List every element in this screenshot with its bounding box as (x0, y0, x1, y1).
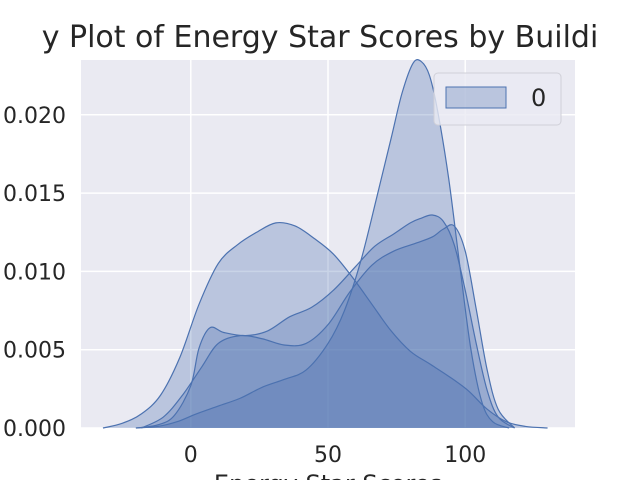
legend-swatch (445, 86, 507, 109)
density-area-1 (135, 214, 515, 428)
legend-entry-label: 0 (531, 84, 546, 112)
density-line-0 (102, 221, 548, 429)
density-area-3 (135, 59, 510, 428)
legend-frame (433, 72, 562, 126)
density-series-layer (102, 59, 548, 429)
density-line-3 (135, 59, 510, 429)
y-tick-label: 0.015 (3, 182, 66, 207)
legend: 0 (433, 72, 562, 126)
y-tick-label: 0.005 (3, 339, 66, 364)
x-axis-ticks: 0 50 100 (184, 443, 486, 468)
y-tick-label: 0.020 (3, 104, 66, 129)
y-axis-ticks: 0.000 0.005 0.010 0.015 0.020 (3, 104, 66, 442)
y-tick-label: 0.010 (3, 260, 66, 285)
density-line-1 (135, 214, 515, 429)
x-axis-label: Energy Star Scores (214, 470, 442, 480)
chart-title: y Plot of Energy Star Scores by Buildi (42, 20, 599, 55)
y-tick-label: 0.000 (3, 417, 66, 442)
x-tick-label: 0 (184, 443, 198, 468)
x-tick-label: 100 (444, 443, 486, 468)
x-tick-label: 50 (314, 443, 342, 468)
density-area-2 (141, 224, 515, 428)
density-area-0 (102, 222, 548, 428)
density-line-2 (141, 224, 516, 429)
